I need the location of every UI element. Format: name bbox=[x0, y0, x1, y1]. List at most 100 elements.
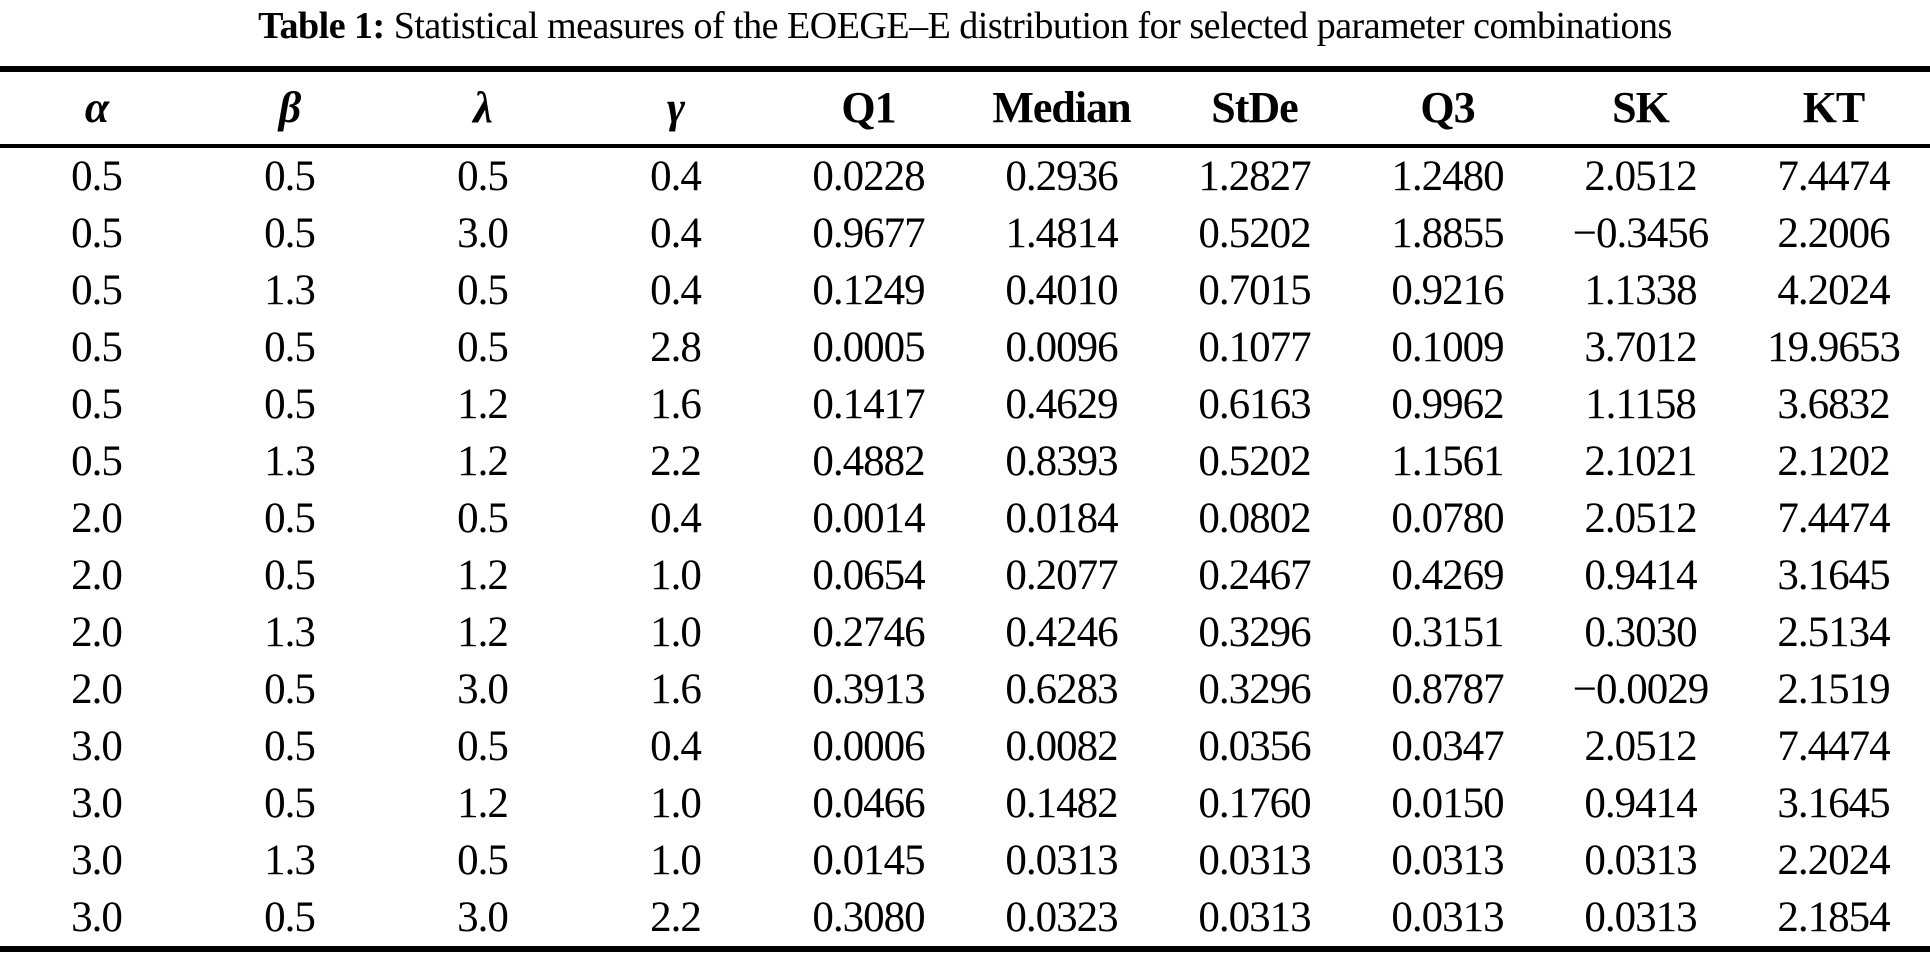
table-cell-lambda: 0.5 bbox=[457, 836, 509, 884]
table-row: 3.0 0.5 1.2 1.0 0.0466 0.1482 0.1760 0.0150 0.94… bbox=[0, 775, 1930, 832]
table-row: 2.0 0.5 1.2 1.0 0.0654 0.2077 0.2467 0.4269 0.94… bbox=[0, 547, 1930, 604]
table-cell-gamma: 1.0 bbox=[650, 836, 702, 884]
table-cell-lambda: 3.0 bbox=[457, 209, 509, 257]
table-cell-stde: 1.2827 bbox=[1198, 152, 1311, 200]
table-cell-gamma: 0.4 bbox=[650, 266, 702, 314]
table-cell-stde: 0.6163 bbox=[1198, 380, 1311, 428]
table-cell-q1: 0.4882 bbox=[812, 437, 925, 485]
table-cell-q3: 0.8787 bbox=[1391, 665, 1504, 713]
table-cell-beta: 1.3 bbox=[264, 608, 316, 656]
table-cell-lambda: 1.2 bbox=[457, 551, 509, 599]
table-cell-median: 0.2077 bbox=[1005, 551, 1118, 599]
table-cell-beta: 0.5 bbox=[264, 551, 316, 599]
table-cell-median: 0.2936 bbox=[1005, 152, 1118, 200]
table-cell-q1: 0.0228 bbox=[812, 152, 925, 200]
table-cell-alpha: 0.5 bbox=[71, 209, 123, 257]
table-cell-stde: 0.3296 bbox=[1198, 665, 1311, 713]
table-cell-beta: 0.5 bbox=[264, 722, 316, 770]
table-cell-median: 0.6283 bbox=[1005, 665, 1118, 713]
table-cell-q3: 0.0313 bbox=[1391, 893, 1504, 941]
table-cell-kt: 4.2024 bbox=[1777, 266, 1890, 314]
table-cell-lambda: 0.5 bbox=[457, 323, 509, 371]
table-cell-q3: 0.4269 bbox=[1391, 551, 1504, 599]
column-header-lambda: λ bbox=[386, 68, 579, 148]
table-cell-gamma: 1.0 bbox=[650, 551, 702, 599]
column-header-gamma: γ bbox=[579, 68, 772, 148]
column-header-sk: SK bbox=[1544, 68, 1737, 148]
table-cell-q1: 0.0654 bbox=[812, 551, 925, 599]
table-cell-median: 0.0184 bbox=[1005, 494, 1118, 542]
table-cell-stde: 0.3296 bbox=[1198, 608, 1311, 656]
table-cell-gamma: 1.6 bbox=[650, 665, 702, 713]
table-cell-kt: 19.9653 bbox=[1767, 323, 1901, 371]
table-cell-sk: 0.9414 bbox=[1584, 551, 1697, 599]
table-cell-alpha: 2.0 bbox=[71, 494, 123, 542]
table-caption-text: Statistical measures of the EOEGE–E dist… bbox=[384, 5, 1673, 47]
table-row: 0.5 0.5 3.0 0.4 0.9677 1.4814 0.5202 1.8855 −0.3… bbox=[0, 205, 1930, 262]
table-cell-q3: 0.0347 bbox=[1391, 722, 1504, 770]
table-cell-q1: 0.1249 bbox=[812, 266, 925, 314]
table-cell-kt: 2.5134 bbox=[1777, 608, 1890, 656]
table-cell-sk: −0.0029 bbox=[1572, 665, 1710, 713]
table-cell-gamma: 1.0 bbox=[650, 608, 702, 656]
table-cell-kt: 2.1519 bbox=[1777, 665, 1890, 713]
table-cell-lambda: 0.5 bbox=[457, 722, 509, 770]
table-cell-stde: 0.2467 bbox=[1198, 551, 1311, 599]
table-cell-sk: 3.7012 bbox=[1584, 323, 1697, 371]
column-header-beta: β bbox=[193, 68, 386, 148]
table-cell-sk: 0.0313 bbox=[1584, 893, 1697, 941]
table-cell-median: 0.1482 bbox=[1005, 779, 1118, 827]
table-cell-beta: 0.5 bbox=[264, 665, 316, 713]
table-cell-gamma: 1.6 bbox=[650, 380, 702, 428]
table-row: 2.0 0.5 3.0 1.6 0.3913 0.6283 0.3296 0.8787 −0.0… bbox=[0, 661, 1930, 718]
table-cell-alpha: 2.0 bbox=[71, 665, 123, 713]
table-header-row: α β λ γ Q1 Median StDe Q3 SK KT bbox=[0, 68, 1930, 148]
table-cell-q3: 1.8855 bbox=[1391, 209, 1504, 257]
table-cell-q3: 0.1009 bbox=[1391, 323, 1504, 371]
table-cell-lambda: 1.2 bbox=[457, 437, 509, 485]
table-cell-median: 0.0082 bbox=[1005, 722, 1118, 770]
table-cell-kt: 3.1645 bbox=[1777, 551, 1890, 599]
table-cell-beta: 1.3 bbox=[264, 266, 316, 314]
table-cell-alpha: 3.0 bbox=[71, 893, 123, 941]
table-cell-stde: 0.0356 bbox=[1198, 722, 1311, 770]
table-row: 0.5 0.5 0.5 2.8 0.0005 0.0096 0.1077 0.1009 3.70… bbox=[0, 319, 1930, 376]
table-cell-stde: 0.7015 bbox=[1198, 266, 1311, 314]
table-cell-median: 0.4629 bbox=[1005, 380, 1118, 428]
table-cell-beta: 0.5 bbox=[264, 323, 316, 371]
table-cell-sk: −0.3456 bbox=[1572, 209, 1710, 257]
table-body: 0.5 0.5 0.5 0.4 0.0228 0.2936 1.2827 1.2480 2.05… bbox=[0, 146, 1930, 949]
table-cell-q1: 0.0466 bbox=[812, 779, 925, 827]
table-cell-beta: 0.5 bbox=[264, 494, 316, 542]
table-row: 3.0 1.3 0.5 1.0 0.0145 0.0313 0.0313 0.0313 0.03… bbox=[0, 832, 1930, 889]
table-cell-beta: 0.5 bbox=[264, 380, 316, 428]
table-row: 2.0 1.3 1.2 1.0 0.2746 0.4246 0.3296 0.3151 0.30… bbox=[0, 604, 1930, 661]
table-cell-lambda: 0.5 bbox=[457, 152, 509, 200]
table-cell-stde: 0.1760 bbox=[1198, 779, 1311, 827]
table-cell-median: 0.0323 bbox=[1005, 893, 1118, 941]
table-cell-sk: 2.0512 bbox=[1584, 722, 1697, 770]
column-header-median: Median bbox=[965, 68, 1158, 148]
table-cell-kt: 3.1645 bbox=[1777, 779, 1890, 827]
table-cell-q3: 1.2480 bbox=[1391, 152, 1504, 200]
table-cell-q3: 0.0150 bbox=[1391, 779, 1504, 827]
table-row: 3.0 0.5 3.0 2.2 0.3080 0.0323 0.0313 0.0313 0.03… bbox=[0, 889, 1930, 949]
table-cell-q1: 0.2746 bbox=[812, 608, 925, 656]
table-cell-gamma: 2.2 bbox=[650, 893, 702, 941]
column-header-q1: Q1 bbox=[772, 68, 965, 148]
table-cell-sk: 0.0313 bbox=[1584, 836, 1697, 884]
table-cell-q3: 0.3151 bbox=[1391, 608, 1504, 656]
table-cell-stde: 0.0313 bbox=[1198, 893, 1311, 941]
table-cell-median: 1.4814 bbox=[1005, 209, 1118, 257]
table-cell-q1: 0.3913 bbox=[812, 665, 925, 713]
table-cell-q3: 0.9962 bbox=[1391, 380, 1504, 428]
table-cell-alpha: 0.5 bbox=[71, 380, 123, 428]
table-cell-kt: 2.1854 bbox=[1777, 893, 1890, 941]
table-cell-q3: 0.9216 bbox=[1391, 266, 1504, 314]
table-cell-alpha: 2.0 bbox=[71, 551, 123, 599]
table-cell-kt: 7.4474 bbox=[1777, 152, 1890, 200]
table-cell-lambda: 3.0 bbox=[457, 665, 509, 713]
table-caption-label: Table 1: bbox=[258, 5, 385, 47]
table-cell-kt: 2.2024 bbox=[1777, 836, 1890, 884]
table-cell-q3: 0.0313 bbox=[1391, 836, 1504, 884]
